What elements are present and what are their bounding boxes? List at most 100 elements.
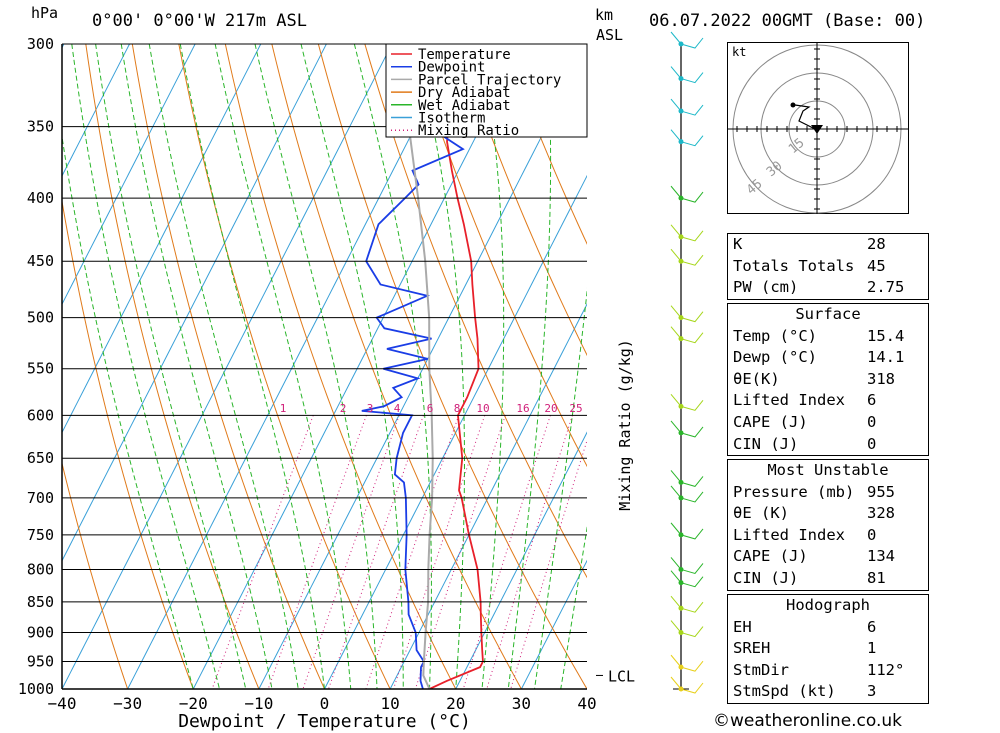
hodograph-title: Hodograph (786, 596, 870, 614)
mixing-ratio-line (267, 415, 367, 689)
wind-barb (680, 332, 704, 344)
wind-barb (680, 400, 704, 411)
x-tick-label: 0 (320, 694, 330, 713)
y-tick-label: 850 (27, 593, 54, 611)
isotherm-line (389, 303, 587, 689)
datetime-title: 06.07.2022 00GMT (Base: 00) (649, 11, 926, 31)
legend-entry: Temperature (418, 47, 511, 63)
legend-entry: Parcel Trajectory (418, 72, 561, 88)
legend-entry: Wet Adiabat (418, 98, 511, 114)
isotherm-line (62, 44, 262, 434)
wind-barb (680, 682, 704, 694)
mixing-ratio-line (365, 415, 460, 689)
wet-adiabat-line (179, 44, 325, 689)
mixing-ratio-line (211, 415, 314, 689)
series-parcel-trajectory (391, 44, 434, 689)
wet-adiabat-line (480, 44, 505, 689)
x-tick-label: −30 (113, 694, 142, 713)
copyright: ©weatheronline.co.uk (713, 711, 903, 731)
y-tick-label: 500 (27, 309, 54, 327)
y-tick-label: 350 (27, 118, 54, 136)
mixing-ratio-label: 6 (427, 402, 434, 415)
dry-adiabat-line (457, 44, 587, 357)
wind-barb-flag (670, 485, 682, 499)
mixing-ratio-line (486, 415, 573, 689)
location-title: 0°00' 0°00'W 217m ASL (92, 11, 307, 31)
wet-adiabat-line (586, 686, 587, 689)
wind-barb (680, 230, 704, 242)
wind-barb (680, 576, 704, 588)
wet-adiabat-line (353, 44, 432, 689)
legend-entry: Isotherm (418, 111, 485, 127)
y-tick-label: 800 (27, 560, 54, 578)
wind-barb (680, 660, 704, 672)
x-tick-label: 40 (577, 694, 596, 713)
mixing-ratio-label: 10 (476, 402, 489, 415)
wind-barb-flag (670, 654, 682, 668)
isotherm-line (192, 44, 524, 689)
wind-barb-flag (670, 248, 682, 262)
legend-entry: Mixing Ratio (418, 123, 519, 139)
wet-adiabat-line (560, 525, 587, 689)
y-tick-label: 600 (27, 406, 54, 424)
wind-barb (680, 135, 704, 147)
wind-barb-flag (670, 570, 682, 584)
hodograph-storm-marker (811, 125, 823, 134)
surface-table: Surface Temp (°C) 15.4 Dewp (°C) 14.1 θE(K… (727, 303, 929, 457)
wind-barb (680, 491, 704, 503)
y-tick-label: 450 (27, 252, 54, 270)
y-tick-label: 1000 (18, 680, 54, 698)
asl-label: ASL (596, 26, 624, 44)
wind-barb-flag (670, 620, 682, 633)
wind-barb (680, 72, 704, 84)
wind-barb-flag (670, 326, 682, 339)
wet-adiabat-line (120, 44, 273, 689)
mixing-ratio-label: 16 (516, 402, 529, 415)
y-tick-label: 750 (27, 526, 54, 544)
wind-barb-flag (670, 224, 682, 238)
y-tick-label: 700 (27, 489, 54, 507)
isotherm-line (520, 559, 587, 689)
dry-adiabat-line (923, 44, 1000, 689)
mixing-ratio-label: 20 (544, 402, 557, 415)
most-unstable-table: Most Unstable Pressure (mb) 955 θE (K) 328… (727, 459, 929, 591)
mixing-ratio-label: 1 (280, 402, 287, 415)
x-tick-label: 30 (512, 694, 531, 713)
legend-entry: Dry Adiabat (418, 85, 511, 101)
wind-barb-flag (670, 470, 682, 483)
mixing-ratio-label: 4 (394, 402, 401, 415)
wind-barb (680, 191, 704, 203)
y-tick-label: 550 (27, 360, 54, 378)
isotherm-line (324, 174, 587, 689)
wind-barb (680, 626, 704, 638)
x-tick-label: 20 (446, 694, 465, 713)
wet-adiabat-line (507, 44, 552, 689)
y-tick-label: 650 (27, 449, 54, 467)
wind-barb-flag (670, 420, 682, 434)
dry-adiabat-line (503, 44, 587, 245)
isotherm-line (62, 44, 196, 306)
wet-adiabat-line (534, 287, 587, 689)
hodograph-top-marker (790, 102, 796, 108)
x-tick-label: −10 (244, 694, 273, 713)
k-index-value: 28 (867, 235, 886, 253)
wind-barb (680, 563, 704, 575)
mixing-ratio-line (393, 415, 486, 689)
wind-barb-flag (670, 595, 682, 609)
wind-barb-flag (670, 31, 682, 45)
legend-box (385, 43, 588, 138)
y2-axis-label: Mixing Ratio (g/kg) (616, 339, 634, 511)
totals-totals-value: 45 (867, 256, 886, 275)
wind-barb (680, 254, 704, 266)
wind-barb-flag (670, 522, 682, 536)
pw-value: 2.75 (867, 278, 905, 297)
hodograph-table: Hodograph EH 6 SREH 1 StmDir 112° StmSpd (k… (727, 594, 929, 704)
series-dewpoint (361, 44, 465, 689)
y-tick-label: 950 (27, 653, 54, 671)
x-axis-label: Dewpoint / Temperature (°C) (178, 711, 471, 732)
wind-barb-flag (670, 185, 682, 199)
mixing-ratio-line (328, 415, 424, 689)
most-unstable-title: Most Unstable (767, 461, 889, 479)
